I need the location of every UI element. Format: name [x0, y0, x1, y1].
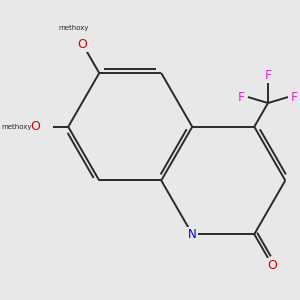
Text: O: O: [30, 120, 40, 133]
Text: O: O: [78, 38, 88, 51]
Text: O: O: [267, 259, 277, 272]
Text: F: F: [238, 91, 245, 103]
Text: F: F: [264, 69, 272, 82]
Text: methoxy: methoxy: [2, 124, 32, 130]
Text: F: F: [291, 91, 298, 103]
Text: methoxy: methoxy: [58, 26, 89, 32]
Text: N: N: [188, 228, 197, 241]
